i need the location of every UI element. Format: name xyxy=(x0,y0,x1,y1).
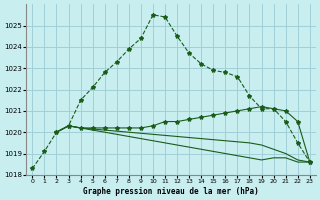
X-axis label: Graphe pression niveau de la mer (hPa): Graphe pression niveau de la mer (hPa) xyxy=(83,187,259,196)
